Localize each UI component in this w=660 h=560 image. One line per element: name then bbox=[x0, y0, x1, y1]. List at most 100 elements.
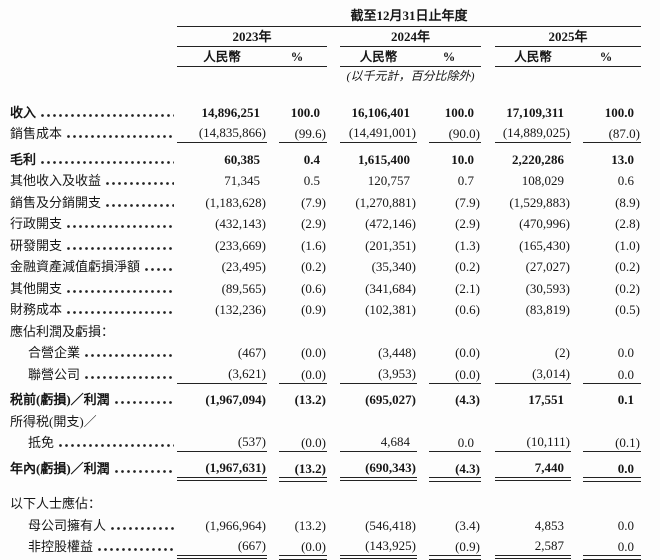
row-label: 銷售及分銷開支 bbox=[10, 195, 177, 212]
percent-value: 0.0 bbox=[571, 539, 641, 560]
column-header-row: 人民幣 % 人民幣 % 人民幣 % bbox=[10, 47, 651, 67]
percent-value: (0.6) bbox=[455, 302, 480, 317]
rmb-value bbox=[495, 511, 571, 513]
rmb-value: (1,966,964) bbox=[205, 517, 266, 533]
rmb-value: 17,109,311 bbox=[506, 104, 564, 120]
year-header-row: 2023年 2024年 2025年 bbox=[10, 27, 651, 47]
rmb-value: 71,345 bbox=[224, 173, 260, 188]
percent-value bbox=[417, 511, 481, 513]
rmb-value: (341,684) bbox=[365, 280, 416, 296]
row-label: 收入 bbox=[10, 105, 177, 122]
row-label-text: 以下人士應佔： bbox=[10, 496, 102, 511]
row-label-text: 合營企業 bbox=[28, 345, 81, 360]
rmb-header-2023: 人民幣 bbox=[177, 47, 267, 67]
rmb-value bbox=[177, 511, 267, 513]
dot-leader bbox=[67, 288, 174, 294]
rmb-value: (695,027) bbox=[365, 392, 416, 407]
percent-value: (0.1) bbox=[571, 435, 641, 452]
percent-value: 0.5 bbox=[303, 173, 320, 188]
rmb-header-2024: 人民幣 bbox=[340, 47, 417, 67]
rmb-value: (1,967,631) bbox=[177, 460, 267, 481]
row-label-text: 研發開支 bbox=[10, 237, 63, 253]
percent-value: (7.9) bbox=[455, 194, 480, 210]
rmb-value: (1,529,883) bbox=[509, 194, 570, 210]
rmb-value: (201,351) bbox=[365, 237, 416, 253]
dot-leader bbox=[106, 181, 174, 186]
percent-value: (0.0) bbox=[301, 345, 326, 360]
row-label-text: 金融資產減值虧損淨額 bbox=[10, 259, 141, 274]
percent-value: (0.9) bbox=[301, 302, 326, 317]
row-label: 其他收入及收益 bbox=[10, 173, 177, 190]
table-body: 收入 14,896,251 100.0 16,106,401 100.0 17,109,3… bbox=[10, 100, 651, 560]
rmb-value bbox=[495, 339, 571, 341]
table-row: 毛利 60,385 0.4 1,615,400 10.0 2,220,286 13.0 bbox=[10, 147, 651, 169]
row-label-text: 銷售成本 bbox=[10, 126, 63, 141]
percent-value: (0.5) bbox=[615, 302, 640, 317]
dot-leader bbox=[59, 443, 174, 448]
percent-value: 0.4 bbox=[303, 151, 320, 167]
percent-value bbox=[267, 511, 327, 513]
table-row: 母公司擁有人 (1,966,964) (13.2) (546,418) (3.4) 4,8… bbox=[10, 513, 651, 535]
rmb-value: (23,495) bbox=[221, 259, 266, 274]
rmb-value: (690,343) bbox=[340, 460, 417, 481]
row-label: 銷售成本 bbox=[10, 126, 177, 143]
row-label: 年內(虧損)／利潤 bbox=[10, 461, 177, 478]
percent-value: 100.0 bbox=[290, 104, 320, 120]
rmb-value: 108,029 bbox=[521, 173, 564, 188]
percent-value: (0.0) bbox=[455, 345, 480, 360]
percent-value: 13.0 bbox=[611, 151, 634, 167]
percent-value: (0.2) bbox=[615, 259, 640, 274]
table-row: 税前(虧損)／利潤 (1,967,094) (13.2) (695,027) (4.3)… bbox=[10, 388, 651, 410]
row-label-text: 聯營公司 bbox=[28, 366, 81, 382]
row-label: 金融資產減值虧損淨額 bbox=[10, 259, 177, 276]
percent-value: (0.2) bbox=[455, 259, 480, 274]
table-row: 所得税(開支)／ bbox=[10, 409, 651, 431]
rmb-value: 4,853 bbox=[534, 517, 564, 533]
percent-value: (0.0) bbox=[267, 435, 327, 452]
table-row: 聯營公司 (3,621) (0.0) (3,953) (0.0) (3,014) 0.0 bbox=[10, 362, 651, 384]
rmb-value: (143,925) bbox=[340, 538, 417, 559]
table-row: 金融資產減值虧損淨額 (23,495) (0.2) (35,340) (0.2) (27,… bbox=[10, 255, 651, 277]
rmb-header-2025: 人民幣 bbox=[495, 47, 571, 67]
row-label-text: 年內(虧損)／利潤 bbox=[10, 460, 110, 476]
row-label-text: 銷售及分銷開支 bbox=[10, 194, 102, 210]
rmb-value: (10,111) bbox=[495, 434, 571, 452]
table-row: 抵免 (537) (0.0) 4,684 0.0 (10,111) (0.1) bbox=[10, 431, 651, 452]
rmb-value: 17,551 bbox=[528, 392, 564, 407]
rmb-value: 1,615,400 bbox=[358, 151, 410, 167]
rmb-value: (546,418) bbox=[365, 517, 416, 533]
percent-value: (1.0) bbox=[615, 237, 640, 253]
table-row: 應佔利潤及虧損： bbox=[10, 319, 651, 341]
row-label-text: 母公司擁有人 bbox=[28, 517, 107, 533]
percent-value: (8.9) bbox=[615, 194, 640, 210]
percent-value: (90.0) bbox=[417, 126, 481, 143]
percent-value: (0.9) bbox=[417, 539, 481, 560]
year-column-2024: 2024年 bbox=[340, 27, 481, 47]
row-label-text: 抵免 bbox=[28, 435, 55, 450]
percent-value: (0.2) bbox=[301, 259, 326, 274]
rmb-value: 60,385 bbox=[224, 151, 260, 167]
percent-value: (3.4) bbox=[455, 517, 480, 533]
table-row: 年內(虧損)／利潤 (1,967,631) (13.2) (690,343) (4.3)… bbox=[10, 456, 651, 482]
dot-leader bbox=[67, 134, 174, 139]
rmb-value: (27,027) bbox=[525, 259, 570, 274]
percent-value bbox=[267, 339, 327, 341]
percent-header-2025: % bbox=[571, 47, 641, 67]
row-label: 應佔利潤及虧損： bbox=[10, 324, 177, 341]
dot-leader bbox=[67, 310, 174, 315]
row-label: 其他開支 bbox=[10, 281, 177, 298]
rmb-value: 2,587 bbox=[495, 538, 571, 559]
percent-value: (0.0) bbox=[267, 367, 327, 384]
table-row: 研發開支 (233,669) (1.6) (201,351) (1.3) (165,430… bbox=[10, 233, 651, 255]
row-label-text: 毛利 bbox=[10, 151, 37, 167]
table-row: 非控股權益 (667) (0.0) (143,925) (0.9) 2,587 0.0 bbox=[10, 535, 651, 560]
dot-leader bbox=[145, 267, 174, 272]
percent-value bbox=[571, 429, 641, 431]
rmb-value: 14,896,251 bbox=[201, 104, 261, 120]
row-label-text: 非控股權益 bbox=[28, 539, 94, 554]
row-label: 以下人士應佔： bbox=[10, 496, 177, 513]
table-row: 銷售成本 (14,835,866) (99.6) (14,491,001) (90.0)… bbox=[10, 122, 651, 143]
rmb-value: (132,236) bbox=[215, 302, 266, 317]
rmb-value: (537) bbox=[177, 434, 267, 452]
dot-leader bbox=[85, 374, 174, 380]
